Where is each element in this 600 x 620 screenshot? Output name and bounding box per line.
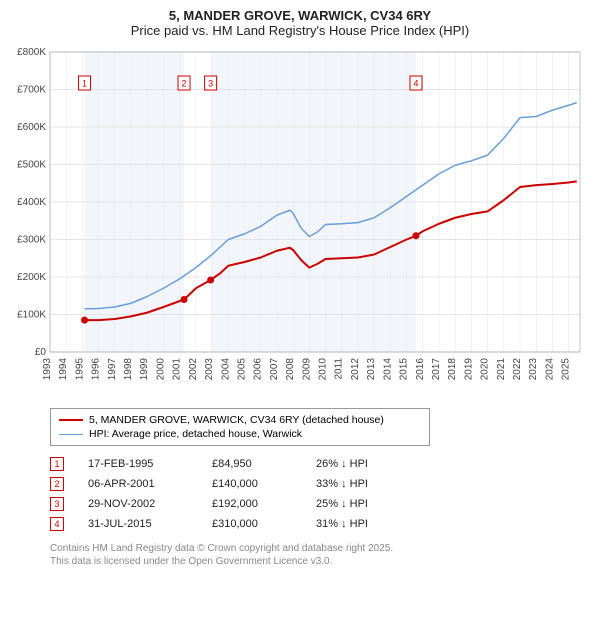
svg-text:2014: 2014: [382, 358, 393, 381]
event-marker: 4: [50, 517, 64, 531]
svg-text:2016: 2016: [415, 358, 426, 381]
chart-title: 5, MANDER GROVE, WARWICK, CV34 6RY: [10, 8, 590, 23]
chart-subtitle: Price paid vs. HM Land Registry's House …: [10, 23, 590, 38]
svg-text:1996: 1996: [91, 358, 102, 381]
svg-text:2011: 2011: [334, 358, 345, 380]
event-price: £192,000: [212, 498, 292, 510]
legend-label: HPI: Average price, detached house, Warw…: [89, 428, 302, 440]
event-marker: 1: [50, 457, 64, 471]
svg-text:£300K: £300K: [17, 235, 46, 246]
event-marker: 2: [50, 477, 64, 491]
svg-text:2013: 2013: [366, 358, 377, 381]
svg-text:£700K: £700K: [17, 85, 46, 96]
event-price: £140,000: [212, 478, 292, 490]
svg-text:2025: 2025: [561, 358, 572, 381]
event-marker: 3: [50, 497, 64, 511]
event-row: 1 17-FEB-1995 £84,950 26% ↓ HPI: [50, 454, 590, 474]
svg-text:2001: 2001: [172, 358, 183, 381]
event-date: 17-FEB-1995: [88, 458, 188, 470]
legend-label: 5, MANDER GROVE, WARWICK, CV34 6RY (deta…: [89, 414, 384, 426]
svg-text:2021: 2021: [496, 358, 507, 381]
event-price: £84,950: [212, 458, 292, 470]
footer-line-2: This data is licensed under the Open Gov…: [50, 555, 590, 568]
svg-text:2004: 2004: [220, 358, 231, 381]
event-date: 29-NOV-2002: [88, 498, 188, 510]
svg-text:2006: 2006: [253, 358, 264, 381]
footer-line-1: Contains HM Land Registry data © Crown c…: [50, 542, 590, 555]
event-diff: 25% ↓ HPI: [316, 498, 368, 510]
svg-text:2007: 2007: [269, 358, 280, 381]
svg-text:2005: 2005: [236, 358, 247, 381]
svg-text:2012: 2012: [350, 358, 361, 381]
chart-svg: £0 £100K £200K £300K £400K £500K £600K £700K £80…: [10, 42, 590, 402]
svg-text:2009: 2009: [301, 358, 312, 381]
event-diff: 26% ↓ HPI: [316, 458, 368, 470]
svg-text:2023: 2023: [528, 358, 539, 381]
legend-item: 5, MANDER GROVE, WARWICK, CV34 6RY (deta…: [59, 413, 421, 427]
legend-swatch: [59, 419, 83, 421]
legend: 5, MANDER GROVE, WARWICK, CV34 6RY (deta…: [50, 408, 430, 446]
svg-text:2018: 2018: [447, 358, 458, 381]
event-row: 2 06-APR-2001 £140,000 33% ↓ HPI: [50, 474, 590, 494]
svg-text:4: 4: [413, 79, 418, 89]
footer-attribution: Contains HM Land Registry data © Crown c…: [50, 542, 590, 568]
svg-text:1993: 1993: [42, 358, 53, 381]
svg-text:2010: 2010: [318, 358, 329, 381]
svg-text:1997: 1997: [107, 358, 118, 381]
svg-text:£100K: £100K: [17, 310, 46, 321]
event-price: £310,000: [212, 518, 292, 530]
svg-text:2: 2: [182, 79, 187, 89]
event-diff: 31% ↓ HPI: [316, 518, 368, 530]
chart-plot-area: £0 £100K £200K £300K £400K £500K £600K £700K £80…: [10, 42, 590, 402]
event-diff: 33% ↓ HPI: [316, 478, 368, 490]
event-row: 4 31-JUL-2015 £310,000 31% ↓ HPI: [50, 514, 590, 534]
svg-text:2003: 2003: [204, 358, 215, 381]
event-row: 3 29-NOV-2002 £192,000 25% ↓ HPI: [50, 494, 590, 514]
svg-text:1994: 1994: [58, 358, 69, 381]
legend-swatch: [59, 434, 83, 435]
svg-text:£200K: £200K: [17, 272, 46, 283]
svg-text:1995: 1995: [74, 358, 85, 381]
event-date: 06-APR-2001: [88, 478, 188, 490]
svg-text:3: 3: [208, 79, 213, 89]
svg-text:2017: 2017: [431, 358, 442, 381]
svg-text:£800K: £800K: [17, 47, 46, 58]
svg-text:£600K: £600K: [17, 122, 46, 133]
legend-item: HPI: Average price, detached house, Warw…: [59, 427, 421, 441]
svg-text:2008: 2008: [285, 358, 296, 381]
svg-text:1: 1: [82, 79, 87, 89]
svg-text:2022: 2022: [512, 358, 523, 381]
svg-text:£400K: £400K: [17, 197, 46, 208]
chart-container: 5, MANDER GROVE, WARWICK, CV34 6RY Price…: [0, 0, 600, 576]
events-table: 1 17-FEB-1995 £84,950 26% ↓ HPI 2 06-APR-2001…: [50, 454, 590, 534]
svg-text:1999: 1999: [139, 358, 150, 381]
svg-text:2002: 2002: [188, 358, 199, 381]
event-date: 31-JUL-2015: [88, 518, 188, 530]
svg-text:£500K: £500K: [17, 160, 46, 171]
svg-text:2020: 2020: [480, 358, 491, 381]
svg-text:2000: 2000: [155, 358, 166, 381]
svg-text:£0: £0: [35, 347, 47, 358]
svg-text:2019: 2019: [463, 358, 474, 381]
svg-text:2024: 2024: [544, 358, 555, 381]
svg-text:2015: 2015: [399, 358, 410, 381]
svg-text:1998: 1998: [123, 358, 134, 381]
